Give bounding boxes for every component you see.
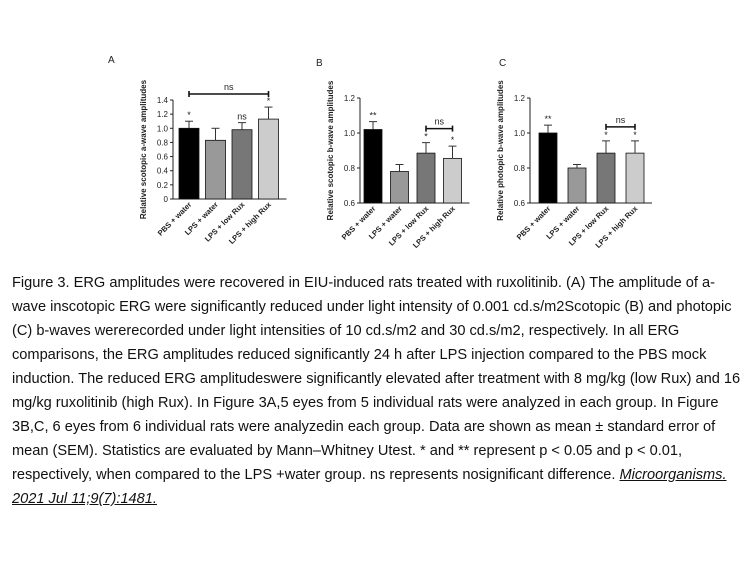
y-tick-label: 1.4 xyxy=(157,96,169,105)
significance-mark: ** xyxy=(544,114,552,124)
y-tick-label: 0.6 xyxy=(157,153,169,162)
bar-2 xyxy=(205,139,226,200)
y-tick-label: 1.2 xyxy=(344,94,356,103)
figure-panels: A 0 0.2 0.4 0.6 0.8 1.0 1.2 1.4 Relative scotopic… xyxy=(0,0,756,265)
bar-4 xyxy=(443,157,462,204)
y-tick-label: 0.8 xyxy=(344,164,356,173)
y-tick-label: 0.8 xyxy=(157,138,169,147)
y-tick-label: 0.6 xyxy=(514,199,526,208)
significance-mark: ** xyxy=(369,111,377,121)
bar-3 xyxy=(596,152,616,204)
y-tick-label: 1.0 xyxy=(344,129,356,138)
bar-charts-svg: A 0 0.2 0.4 0.6 0.8 1.0 1.2 1.4 Relative scotopic… xyxy=(108,55,652,250)
panel-label-b: B xyxy=(316,58,323,69)
bracket-label: ns xyxy=(434,117,444,127)
significance-mark: * xyxy=(633,130,637,140)
bar-3 xyxy=(416,152,436,204)
y-axis-label: Relative scotopic b-wave amplitudes xyxy=(326,80,335,220)
y-tick-label: 0.4 xyxy=(157,167,169,176)
y-axis-label: Relative scotopic a-wave amplitudes xyxy=(139,79,148,219)
significance-mark: * xyxy=(187,110,191,120)
bar-3 xyxy=(231,129,253,200)
y-tick-label: 0.8 xyxy=(514,164,526,173)
panel-label-c: C xyxy=(499,58,506,69)
bar-1 xyxy=(538,132,558,204)
figure-caption: Figure 3. ERG amplitudes were recovered … xyxy=(12,271,747,511)
y-tick-label: 1.0 xyxy=(514,129,526,138)
panel-label-a: A xyxy=(108,55,115,66)
significance-mark: * xyxy=(604,130,608,140)
y-tick-label: 0.6 xyxy=(344,199,356,208)
y-tick-label: 0 xyxy=(164,195,169,204)
y-tick-label: 1.2 xyxy=(514,94,526,103)
significance-mark: * xyxy=(424,132,428,142)
y-axis-label: Relative photopic b-wave amplitudes xyxy=(496,80,505,221)
bar-4 xyxy=(258,118,279,200)
significance-mark: * xyxy=(451,135,455,145)
bracket-label: ns xyxy=(224,82,234,92)
bracket-label: ns xyxy=(616,115,626,125)
citation-link[interactable]: Microorganisms. 2021 Jul 11;9(7):1481. xyxy=(12,467,727,507)
bar-1 xyxy=(178,127,200,200)
bar-2 xyxy=(390,171,409,204)
significance-mark: * xyxy=(267,96,271,106)
bar-2 xyxy=(567,167,587,204)
y-tick-label: 1.0 xyxy=(157,124,169,133)
significance-mark: ns xyxy=(237,112,247,122)
bar-4 xyxy=(625,152,645,204)
bar-1 xyxy=(363,129,383,204)
caption-text: Figure 3. ERG amplitudes were recovered … xyxy=(12,275,741,483)
y-tick-label: 1.2 xyxy=(157,110,169,119)
y-tick-label: 0.2 xyxy=(157,181,169,190)
